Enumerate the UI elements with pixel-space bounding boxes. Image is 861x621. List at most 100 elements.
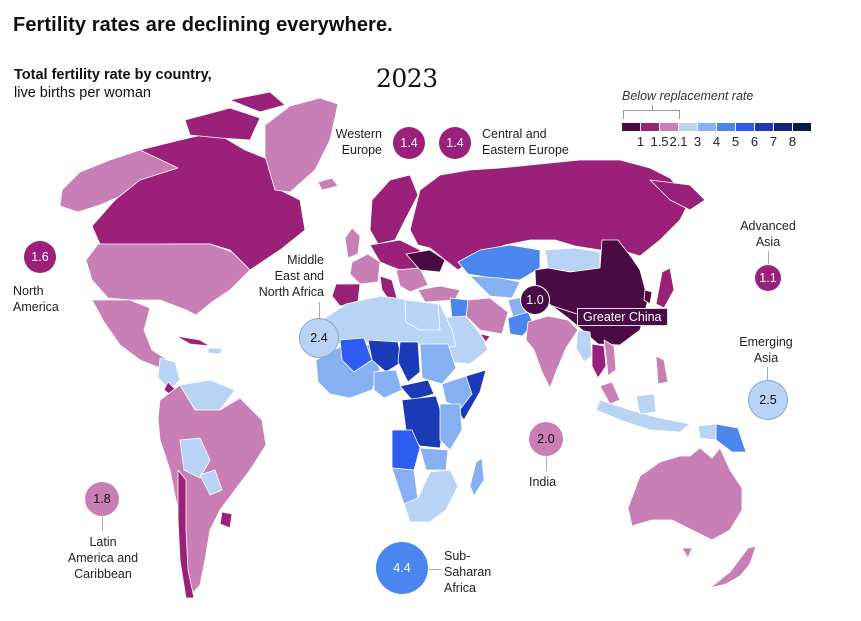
bubble-value: 4.4 bbox=[393, 561, 411, 575]
subtitle-main: Total fertility rate by country, bbox=[14, 67, 212, 83]
label-line: Europe bbox=[341, 143, 382, 157]
bubble-latin-america-caribbean[interactable]: 1.8 bbox=[85, 482, 119, 516]
label-line: Saharan bbox=[444, 565, 492, 579]
country-russia-east bbox=[649, 179, 706, 211]
country-papua-new-guinea bbox=[715, 423, 747, 453]
year-label: 2023 bbox=[376, 64, 438, 93]
label-greater-china: Greater China bbox=[577, 308, 668, 326]
legend-bracket-tick bbox=[652, 105, 653, 111]
legend-swatch bbox=[622, 123, 640, 131]
country-car bbox=[399, 379, 435, 401]
legend-title: Below replacement rate bbox=[622, 89, 754, 103]
label-line: East and bbox=[274, 269, 324, 283]
country-vietnam bbox=[603, 339, 617, 377]
label-sub-saharan-africa: Sub- Saharan Africa bbox=[444, 548, 491, 596]
country-korea bbox=[643, 289, 653, 305]
label-india: India bbox=[529, 474, 556, 490]
country-scandinavia bbox=[369, 174, 419, 245]
country-greenland bbox=[264, 97, 339, 193]
bubble-value: 1.0 bbox=[526, 293, 544, 307]
label-middle-east-north-africa: Middle East and North Africa bbox=[242, 252, 324, 300]
label-line: Western bbox=[335, 127, 382, 141]
country-tasmania bbox=[681, 547, 693, 559]
legend-swatch bbox=[774, 123, 792, 131]
legend-swatch bbox=[660, 123, 678, 131]
leader-line bbox=[319, 302, 320, 318]
legend-tick: 6 bbox=[750, 134, 759, 149]
bubble-advanced-asia[interactable]: 1.1 bbox=[755, 265, 781, 291]
label-line: Emerging bbox=[739, 335, 793, 349]
country-myanmar bbox=[575, 329, 593, 363]
label-line: Africa bbox=[444, 581, 476, 595]
bubble-sub-saharan-africa[interactable]: 4.4 bbox=[376, 542, 428, 594]
label-central-eastern-europe: Central and Eastern Europe bbox=[482, 126, 569, 158]
label-line: America and bbox=[67, 551, 139, 565]
country-east-africa bbox=[439, 403, 463, 451]
bubble-value: 1.6 bbox=[31, 250, 49, 264]
country-egypt-libya bbox=[404, 299, 441, 331]
leader-line bbox=[767, 367, 768, 381]
label-line: Central and bbox=[482, 127, 547, 141]
country-nigeria bbox=[373, 369, 403, 399]
bubble-value: 1.4 bbox=[400, 136, 418, 150]
label-line: Latin bbox=[89, 535, 117, 549]
country-philippines bbox=[655, 355, 669, 385]
label-line: Caribbean bbox=[74, 567, 132, 581]
country-japan bbox=[655, 267, 675, 309]
bubble-value: 1.1 bbox=[759, 271, 777, 285]
country-angola bbox=[391, 429, 421, 471]
bubble-north-america[interactable]: 1.6 bbox=[24, 241, 56, 273]
legend-tick: 5 bbox=[731, 134, 740, 149]
label-line: North bbox=[13, 284, 44, 298]
bubble-india[interactable]: 2.0 bbox=[529, 422, 563, 456]
country-borneo bbox=[635, 393, 657, 415]
label-western-europe: Western Europe bbox=[330, 126, 382, 158]
label-line: Eastern Europe bbox=[482, 143, 569, 157]
legend-tick: 1.5 bbox=[650, 134, 669, 149]
bubble-central-eastern-europe[interactable]: 1.4 bbox=[439, 127, 471, 159]
legend-tick: 8 bbox=[788, 134, 797, 149]
label-line: Middle bbox=[287, 253, 324, 267]
label-line: India bbox=[529, 475, 557, 489]
label-latin-america-caribbean: Latin America and Caribbean bbox=[64, 534, 142, 582]
country-mongolia bbox=[544, 247, 601, 273]
label-line: Advanced bbox=[740, 219, 796, 233]
legend-tick: 1 bbox=[636, 134, 645, 149]
country-paraguay bbox=[199, 469, 223, 496]
label-line: Asia bbox=[753, 351, 779, 365]
country-iceland bbox=[317, 177, 339, 191]
country-uk bbox=[344, 227, 361, 259]
country-chile bbox=[177, 469, 195, 599]
label-emerging-asia: Emerging Asia bbox=[734, 334, 798, 366]
country-madagascar bbox=[469, 457, 485, 497]
country-zambia bbox=[419, 447, 449, 471]
country-caribbean bbox=[207, 347, 223, 355]
country-chad bbox=[397, 341, 421, 383]
country-west-papua bbox=[697, 423, 717, 441]
legend-color-scale bbox=[622, 123, 811, 131]
legend-swatch bbox=[698, 123, 716, 131]
legend-tick: 2.1 bbox=[669, 134, 688, 149]
bubble-middle-east-north-africa[interactable]: 2.4 bbox=[299, 318, 339, 358]
country-turkey bbox=[417, 285, 461, 303]
country-uruguay bbox=[219, 511, 233, 529]
bubble-emerging-asia[interactable]: 2.5 bbox=[748, 380, 788, 420]
page-headline: Fertility rates are declining everywhere… bbox=[13, 14, 393, 36]
bubble-value: 1.4 bbox=[446, 136, 464, 150]
bubble-western-europe[interactable]: 1.4 bbox=[393, 127, 425, 159]
country-sudan bbox=[419, 343, 457, 385]
bubble-greater-china[interactable]: 1.0 bbox=[520, 285, 550, 315]
bubble-value: 2.0 bbox=[537, 432, 555, 446]
subtitle-unit: live births per woman bbox=[14, 85, 151, 101]
country-mali bbox=[339, 337, 373, 373]
country-southern-africa bbox=[403, 469, 459, 523]
country-somalia bbox=[457, 369, 487, 421]
country-central-america bbox=[157, 357, 181, 391]
legend-swatch bbox=[717, 123, 735, 131]
country-canada-arctic bbox=[184, 107, 261, 141]
leader-line bbox=[429, 569, 441, 570]
legend-swatch bbox=[755, 123, 773, 131]
country-central-asia bbox=[469, 275, 521, 299]
country-balkans bbox=[395, 267, 429, 293]
